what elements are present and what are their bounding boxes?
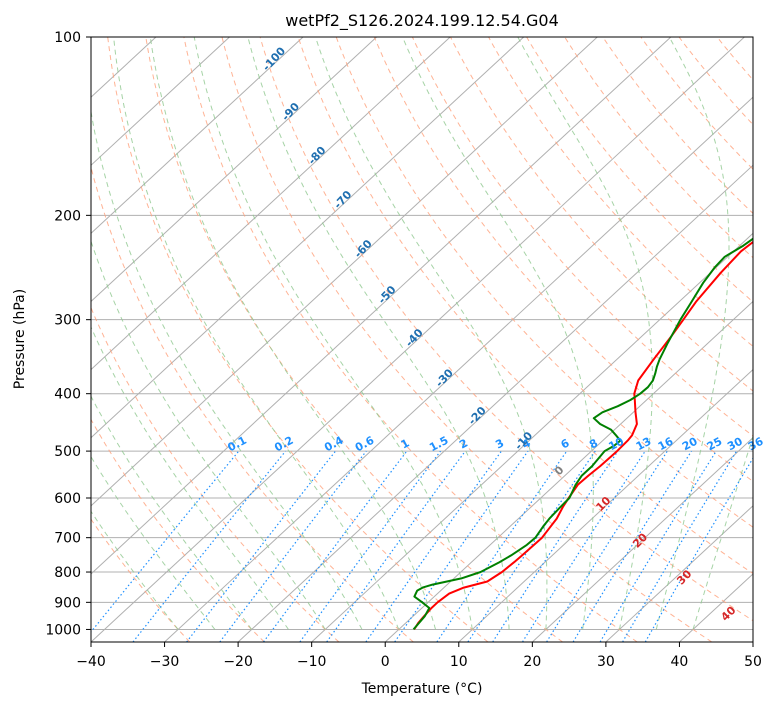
mixing-ratio-label: 16	[656, 435, 676, 454]
moist-adiabat-line	[113, 37, 400, 630]
dry-adiabat-line	[183, 37, 638, 642]
moist-adiabat-line	[247, 37, 510, 630]
moist-adiabat-line	[655, 37, 730, 630]
y-tick-label: 200	[54, 208, 81, 224]
dry-adiabat-line	[91, 165, 414, 642]
isotherm-gridline	[91, 37, 377, 303]
mixing-ratio-line	[91, 450, 240, 633]
mixing-ratio-line	[546, 450, 668, 642]
mixing-ratio-line	[326, 450, 466, 642]
y-tick-label: 400	[54, 387, 81, 403]
mixing-ratio-line	[572, 450, 693, 642]
mixing-ratio-label: 13	[634, 435, 654, 454]
temperature-profile	[413, 240, 753, 630]
x-tick-label: 40	[671, 654, 689, 670]
y-tick-label: 500	[54, 444, 81, 460]
y-tick-label: 900	[54, 595, 81, 611]
mixing-ratio-line	[219, 450, 367, 642]
dry-adiabat-line	[145, 37, 563, 642]
moist-adiabat-line	[517, 37, 653, 630]
isotherm-gridline	[91, 37, 672, 575]
mixing-ratio-label: 10	[606, 435, 626, 454]
isotherm-gridline	[458, 368, 753, 642]
mixing-ratio-line	[622, 450, 738, 642]
isotherm-gridline	[91, 37, 451, 371]
y-axis-title: Pressure (hPa)	[12, 289, 28, 389]
dewpoint-profile	[412, 237, 753, 631]
y-tick-label: 300	[54, 313, 81, 329]
dry-adiabat-line	[297, 37, 753, 575]
x-tick-label: 50	[744, 654, 762, 670]
mixing-ratio-label: 25	[705, 435, 725, 454]
moist-adiabat-line	[149, 37, 437, 630]
isotherm-gridline	[91, 37, 304, 235]
dry-adiabat-line	[488, 37, 753, 347]
plot-frame	[90, 36, 754, 643]
moist-adiabat-line	[91, 109, 363, 630]
y-tick-label: 700	[54, 531, 81, 547]
chart-title: wetPf2_S126.2024.199.12.54.G04	[285, 11, 559, 31]
y-tick-label: 100	[54, 30, 81, 46]
mixing-ratio-line	[365, 450, 502, 642]
dry-adiabat-line	[259, 37, 753, 622]
mixing-ratio-line	[599, 450, 717, 642]
isotherm-gridline	[91, 37, 598, 507]
dry-adiabat-line	[107, 37, 489, 642]
mixing-ratio-label: 20	[680, 435, 700, 454]
x-tick-label: −40	[76, 654, 106, 670]
isotherm-gridline	[164, 96, 753, 642]
dry-adiabat-line	[335, 37, 753, 528]
moist-adiabat-line	[91, 455, 216, 630]
x-tick-label: −10	[297, 654, 327, 670]
isotherm-gridline	[91, 37, 525, 439]
mixing-ratio-line	[186, 450, 336, 642]
x-tick-label: 0	[381, 654, 390, 670]
moist-adiabat-line	[91, 395, 253, 630]
x-tick-label: 20	[523, 654, 541, 670]
dry-adiabat-line	[221, 37, 713, 642]
moist-adiabat-line	[402, 37, 594, 630]
x-tick-label: 10	[450, 654, 468, 670]
dry-adiabat-line	[450, 37, 753, 392]
moist-adiabat-line	[315, 37, 548, 630]
moist-adiabat-line	[91, 239, 326, 630]
moist-adiabat-line	[91, 325, 289, 630]
isotherm-gridline	[91, 37, 230, 166]
mixing-ratio-line	[644, 457, 753, 642]
dry-adiabat-line	[91, 418, 265, 642]
y-tick-label: 1000	[45, 622, 81, 638]
dry-adiabat-line	[373, 37, 753, 482]
x-tick-label: −30	[150, 654, 180, 670]
x-axis-title: Temperature (°C)	[361, 681, 483, 697]
mixing-ratio-line	[436, 450, 568, 642]
mixing-ratio-label: 36	[746, 435, 766, 454]
mixing-ratio-line	[299, 450, 441, 642]
y-tick-label: 800	[54, 565, 81, 581]
y-tick-label: 600	[54, 491, 81, 507]
mixing-ratio-label: 30	[725, 434, 745, 453]
moist-adiabat-line	[193, 37, 473, 630]
isotherm-gridline	[91, 37, 745, 642]
x-tick-label: −20	[223, 654, 253, 670]
isotherm-gridline	[531, 436, 753, 642]
plot-area	[91, 37, 753, 642]
dry-adiabat-line	[91, 518, 191, 642]
axes: −40 −30 −20 −10 0 10 20 30 40 50 100 200 300 400 500 60…	[45, 30, 762, 670]
x-tick-label: 30	[597, 654, 615, 670]
isotherm-gridline	[384, 300, 753, 642]
isotherm-gridline	[605, 505, 753, 642]
dry-adiabat-line	[411, 37, 753, 437]
mixing-ratio-line	[132, 450, 287, 642]
mixing-ratio-line	[521, 450, 646, 642]
isotherm-gridline	[237, 164, 753, 642]
